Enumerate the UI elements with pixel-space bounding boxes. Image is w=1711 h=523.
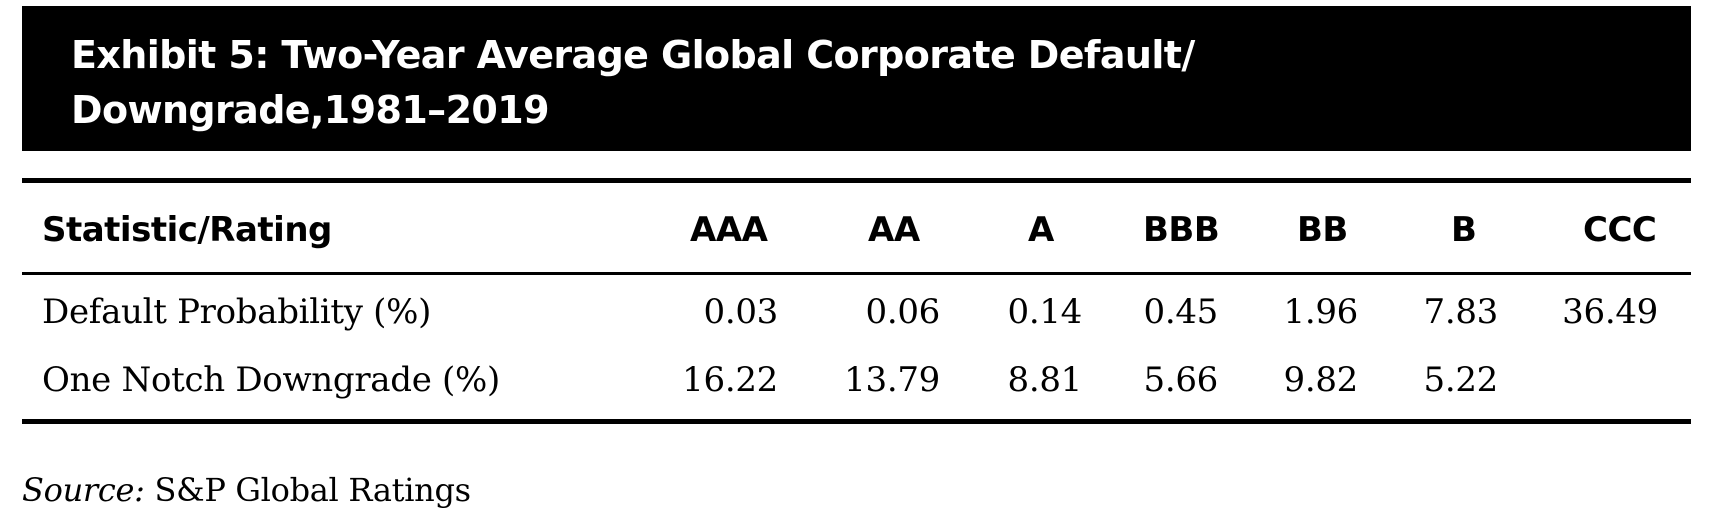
table-top-rule: [22, 178, 1691, 183]
cell-downgrade-b: 5.22: [1423, 360, 1498, 400]
header-aa: AA: [868, 210, 920, 250]
header-bb: BB: [1297, 210, 1348, 250]
cell-default-aaa: 0.03: [703, 292, 778, 332]
cell-default-bbb: 0.45: [1143, 292, 1218, 332]
cell-default-a: 0.14: [1007, 292, 1082, 332]
cell-downgrade-aaa: 16.22: [682, 360, 778, 400]
cell-default-ccc: 36.49: [1562, 292, 1658, 332]
exhibit-title-bar: Exhibit 5: Two-Year Average Global Corpo…: [22, 6, 1691, 151]
header-ccc: CCC: [1583, 210, 1657, 250]
table-header-rule: [22, 272, 1691, 275]
row-label-default-probability: Default Probability (%): [42, 292, 432, 332]
cell-default-bb: 1.96: [1283, 292, 1358, 332]
source-text: S&P Global Ratings: [144, 471, 472, 509]
source-note: Source: S&P Global Ratings: [22, 468, 471, 512]
cell-default-aa: 0.06: [865, 292, 940, 332]
exhibit-title-line-2: Downgrade,1981–2019: [71, 88, 550, 132]
header-statistic-rating: Statistic/Rating: [42, 210, 332, 250]
header-a: A: [1028, 210, 1054, 250]
cell-downgrade-bbb: 5.66: [1143, 360, 1218, 400]
cell-default-b: 7.83: [1423, 292, 1498, 332]
header-b: B: [1451, 210, 1477, 250]
header-bbb: BBB: [1143, 210, 1220, 250]
exhibit-title-line-1: Exhibit 5: Two-Year Average Global Corpo…: [71, 33, 1195, 77]
cell-downgrade-bb: 9.82: [1283, 360, 1358, 400]
cell-downgrade-aa: 13.79: [844, 360, 940, 400]
cell-downgrade-a: 8.81: [1007, 360, 1082, 400]
table-bottom-rule: [22, 419, 1691, 424]
row-label-one-notch-downgrade: One Notch Downgrade (%): [42, 360, 500, 400]
header-aaa: AAA: [690, 210, 768, 250]
source-label: Source:: [22, 471, 145, 509]
